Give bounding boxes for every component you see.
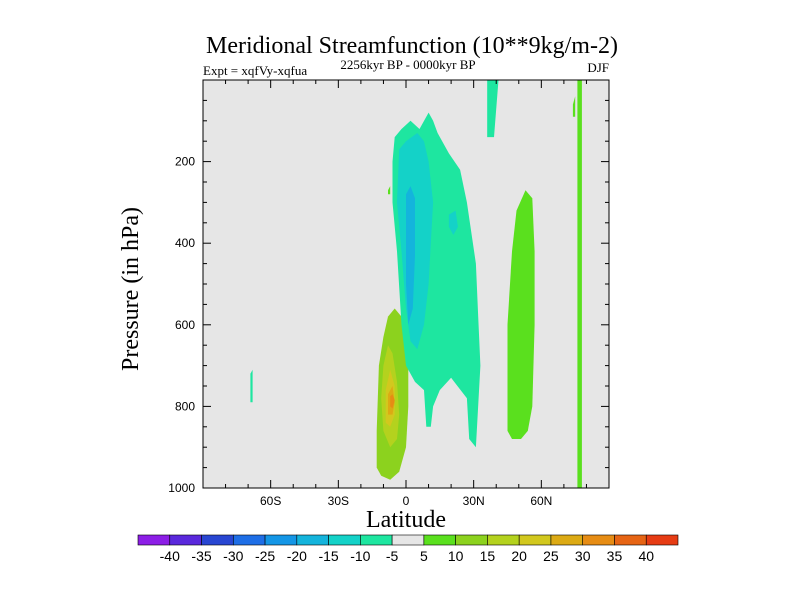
colorbar-label: 35 [607,548,623,564]
contour-region-14 [408,120,411,129]
x-tick-label: 30N [463,494,485,508]
y-tick-label: 1000 [168,481,195,495]
colorbar-label: 25 [543,548,559,564]
colorbar-label: 10 [448,548,464,564]
x-tick-label: 30S [328,494,349,508]
colorbar-label: -15 [318,548,338,564]
colorbar-segment [391,534,425,546]
contour-region-13 [250,369,253,403]
contour-region-11 [572,96,576,117]
colorbar-segment [264,534,298,546]
period-label: 2256kyr BP - 0000kyr BP [340,57,475,72]
colorbar-label: -35 [191,548,211,564]
colorbar-segment [137,534,171,546]
colorbar [137,534,679,546]
colorbar-segment [455,534,488,546]
contour-region-4 [390,394,395,409]
colorbar-segment [169,534,202,546]
x-tick-label: 0 [403,494,410,508]
colorbar-label: -20 [287,548,307,564]
colorbar-label: 15 [480,548,496,564]
chart-title: Meridional Streamfunction (10**9kg/m-2) [206,33,618,59]
colorbar-label: -25 [255,548,275,564]
y-axis-title: Pressure (in hPa) [118,207,144,371]
colorbar-label: -30 [223,548,243,564]
colorbar-label: -40 [160,548,180,564]
colorbar-segment [296,534,329,546]
colorbar-labels: -40 -35 -30 -25 -20 -15 -10 -5 5 10 15 20 25 30 35 40 [160,548,655,564]
contour-region-9 [507,190,535,439]
colorbar-segment [328,534,361,546]
x-axis-title: Latitude [366,507,446,533]
contour-region-8 [448,210,458,235]
colorbar-segment [582,534,615,546]
axis-ticks [203,80,609,488]
colorbar-label: 30 [575,548,591,564]
colorbar-label: 5 [420,548,428,564]
season-label: DJF [587,60,609,75]
y-tick-label: 600 [175,318,195,332]
colorbar-segment [232,534,266,546]
contour-region-6 [397,133,434,350]
colorbar-segment [360,534,393,546]
contour-region-7 [406,186,415,325]
contour-region-12 [487,80,499,138]
colorbar-segment [645,534,679,546]
contour-region-10 [577,80,582,488]
colorbar-label: -10 [350,548,370,564]
x-tick-label: 60S [260,494,281,508]
colorbar-segment [550,534,584,546]
contour-fills [250,80,582,488]
colorbar-segment [423,534,456,546]
colorbar-label: 20 [511,548,527,564]
colorbar-label: 40 [638,548,654,564]
colorbar-segment [518,534,552,546]
y-tick-label: 400 [175,236,195,250]
experiment-label: Expt = xqfVy-xqfua [203,63,307,78]
x-tick-label: 60N [530,494,552,508]
x-tick-labels: 60S 30S 0 30N 60N [260,494,552,508]
contour-region-15 [388,186,391,195]
colorbar-segment [201,534,234,546]
colorbar-segment [487,534,520,546]
y-tick-label: 800 [175,399,195,413]
colorbar-segment [614,534,647,546]
y-tick-labels: 200 400 600 800 1000 [168,155,195,495]
plot-area [202,79,610,489]
y-tick-label: 200 [175,155,195,169]
colorbar-label: -5 [386,548,399,564]
